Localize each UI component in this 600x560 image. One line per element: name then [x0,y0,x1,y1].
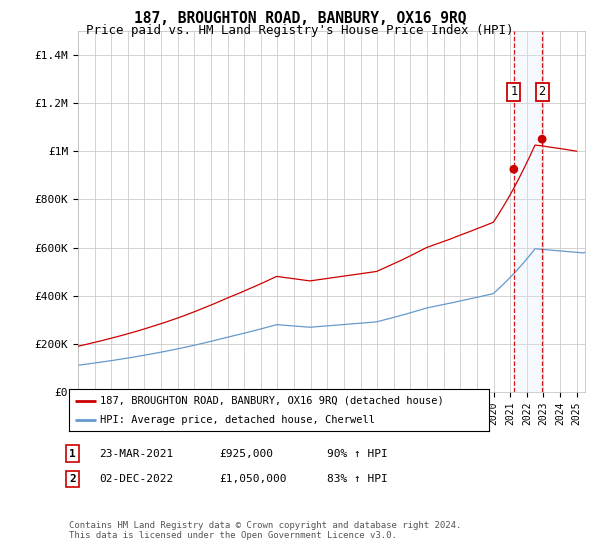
Text: £1,050,000: £1,050,000 [219,474,287,484]
Point [538,135,547,144]
Text: HPI: Average price, detached house, Cherwell: HPI: Average price, detached house, Cher… [101,415,376,425]
Text: 187, BROUGHTON ROAD, BANBURY, OX16 9RQ: 187, BROUGHTON ROAD, BANBURY, OX16 9RQ [134,11,466,26]
Text: 1: 1 [69,449,76,459]
Text: 2: 2 [69,474,76,484]
Text: 187, BROUGHTON ROAD, BANBURY, OX16 9RQ (detached house): 187, BROUGHTON ROAD, BANBURY, OX16 9RQ (… [101,395,444,405]
Text: 1: 1 [510,86,517,99]
Text: Contains HM Land Registry data © Crown copyright and database right 2024.
This d: Contains HM Land Registry data © Crown c… [69,521,461,540]
Text: 90% ↑ HPI: 90% ↑ HPI [327,449,388,459]
Bar [514,31,542,392]
Text: £925,000: £925,000 [219,449,273,459]
Text: 83% ↑ HPI: 83% ↑ HPI [327,474,388,484]
Point [509,165,518,174]
Text: 23-MAR-2021: 23-MAR-2021 [99,449,173,459]
Text: 02-DEC-2022: 02-DEC-2022 [99,474,173,484]
Text: 2: 2 [539,86,545,99]
Text: Price paid vs. HM Land Registry's House Price Index (HPI): Price paid vs. HM Land Registry's House … [86,24,514,36]
